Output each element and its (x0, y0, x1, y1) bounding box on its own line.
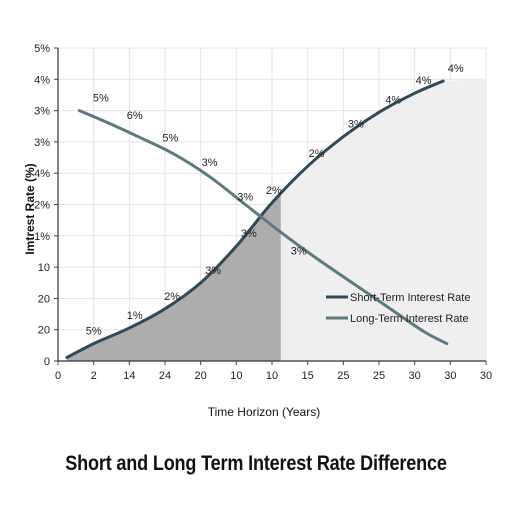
y-tick-label: 1% (34, 231, 50, 243)
x-tick-label: 30 (480, 370, 492, 382)
x-tick-label: 0 (55, 370, 61, 382)
data-label: 3% (348, 119, 364, 131)
y-tick-label: 4% (34, 74, 50, 86)
y-tick-label: 20 (38, 325, 50, 337)
x-tick-label: 10 (230, 370, 242, 382)
x-tick-label: 20 (195, 370, 207, 382)
y-tick-label: 2% (34, 200, 50, 212)
y-axis-title: Imtrest Rate (%) (23, 163, 37, 254)
y-tick-label: 3% (34, 137, 50, 149)
data-label: 5% (86, 326, 102, 338)
x-tick-label: 15 (302, 370, 314, 382)
x-tick-label: 24 (159, 370, 171, 382)
x-tick-label: 14 (123, 370, 135, 382)
data-label: 4% (385, 94, 401, 106)
data-label: 5% (93, 93, 109, 105)
data-label: 3% (237, 192, 253, 204)
data-label: 3% (241, 228, 257, 240)
x-tick-label: 30 (409, 370, 421, 382)
y-tick-label: 5% (34, 43, 50, 55)
x-tick-label: 30 (444, 370, 456, 382)
chart-title: Short and Long Term Interest Rate Differ… (65, 452, 447, 475)
y-tick-label: 20 (38, 293, 50, 305)
y-tick-label: 10 (38, 262, 50, 274)
y-axis-ticks: 0 20 20 10 1% 2% 4% 3% 3% 4% 5% (34, 43, 58, 368)
data-label: 4% (416, 75, 432, 87)
data-label: 1% (127, 310, 143, 322)
shaded-regions (66, 79, 486, 362)
data-label: 3% (202, 157, 218, 169)
data-label: 3% (291, 246, 307, 258)
long-term-rate-line (77, 109, 449, 346)
shaded-area-under-short-term (66, 193, 281, 361)
shaded-area-right (280, 79, 486, 362)
x-axis-title: Time Horizon (Years) (208, 405, 320, 419)
data-labels: 5% 1% 2% 3% 3% 2% 2% 3% 4% 4% 4% 5% 6% 5% 3% 3% 3% (86, 63, 464, 338)
data-label: 2% (266, 185, 282, 197)
x-tick-label: 25 (373, 370, 385, 382)
data-label: 2% (309, 148, 325, 160)
series-lines (65, 79, 449, 359)
legend: Short-Term Interest Rate Long-Term Intere… (326, 292, 470, 325)
x-tick-label: 10 (266, 370, 278, 382)
x-tick-label: 2 (91, 370, 97, 382)
x-axis-ticks: 0 2 14 24 20 10 10 15 25 25 30 30 30 (55, 361, 492, 382)
legend-label: Long-Term Interest Rate (350, 313, 469, 325)
y-tick-label: 0 (44, 356, 50, 368)
data-label: 5% (162, 133, 178, 145)
data-label: 4% (448, 63, 464, 75)
short-term-rate-line (65, 79, 445, 359)
data-label: 2% (164, 291, 180, 303)
y-tick-label: 4% (34, 168, 50, 180)
y-tick-label: 3% (34, 106, 50, 118)
legend-label: Short-Term Interest Rate (350, 292, 470, 304)
x-tick-label: 25 (337, 370, 349, 382)
data-label: 3% (205, 265, 221, 277)
data-label: 6% (127, 110, 143, 122)
